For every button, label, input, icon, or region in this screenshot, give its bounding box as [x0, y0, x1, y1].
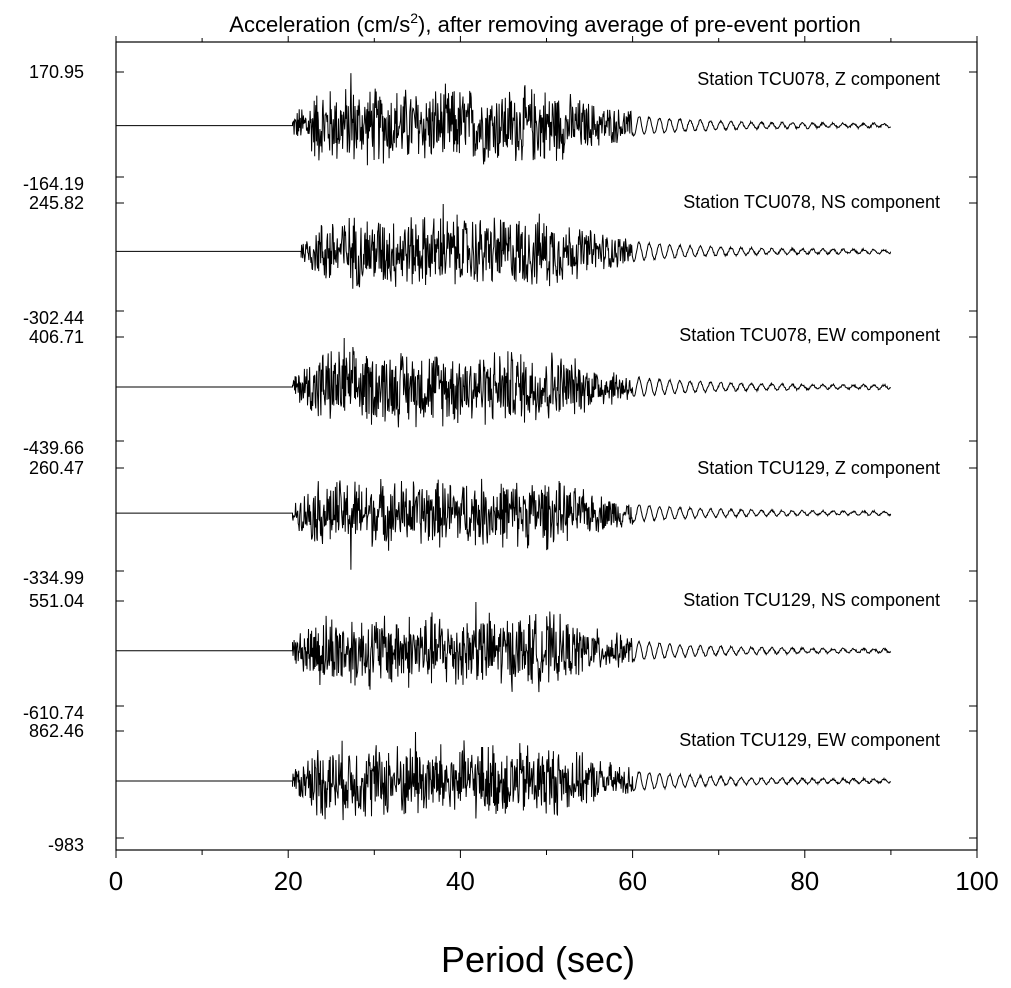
trace-line-1 [116, 73, 892, 166]
trace-line-6 [116, 731, 892, 821]
trace-label-2: Station TCU078, NS component [683, 192, 940, 212]
x-ticks-group: 0 20 40 60 80 100 [109, 36, 999, 896]
y-tick-label-1-min: -164.19 [23, 174, 84, 194]
x-tick-label-20: 20 [274, 866, 303, 896]
chart-title-rest: ), after removing average of pre-event p… [418, 12, 861, 37]
y-tick-label-4-max: 260.47 [29, 458, 84, 478]
x-tick-label-100: 100 [955, 866, 998, 896]
trace-label-5: Station TCU129, NS component [683, 590, 940, 610]
x-axis-label: Period (sec) [441, 939, 635, 980]
traces-group: Station TCU078, Z component Station TCU07… [116, 69, 940, 821]
plot-frame [115, 41, 978, 851]
y-tick-label-2-max: 245.82 [29, 193, 84, 213]
trace-line-4 [116, 478, 892, 570]
y-tick-label-4-min: -334.99 [23, 568, 84, 588]
trace-label-1: Station TCU078, Z component [697, 69, 940, 89]
x-tick-label-80: 80 [790, 866, 819, 896]
chart-title-superscript: 2 [410, 10, 418, 26]
trace-label-3: Station TCU078, EW component [679, 325, 940, 345]
y-tick-label-1-max: 170.95 [29, 62, 84, 82]
y-tick-label-2-min: -302.44 [23, 308, 84, 328]
y-tick-label-3-max: 406.71 [29, 327, 84, 347]
x-tick-label-40: 40 [446, 866, 475, 896]
y-tick-label-6-max: 862.46 [29, 721, 84, 741]
trace-label-4: Station TCU129, Z component [697, 458, 940, 478]
chart-title-main: Acceleration (cm/s [229, 12, 410, 37]
y-tick-label-5-min: -610.74 [23, 703, 84, 723]
x-tick-label-0: 0 [109, 866, 123, 896]
y-tick-label-3-min: -439.66 [23, 438, 84, 458]
chart-title: Acceleration (cm/s2), after removing ave… [229, 10, 860, 37]
trace-line-5 [116, 601, 892, 693]
trace-line-2 [116, 203, 892, 289]
x-tick-label-60: 60 [618, 866, 647, 896]
trace-label-6: Station TCU129, EW component [679, 730, 940, 750]
y-tick-label-5-max: 551.04 [29, 591, 84, 611]
y-tick-label-6-min: -983 [48, 835, 84, 855]
trace-line-3 [116, 337, 892, 428]
